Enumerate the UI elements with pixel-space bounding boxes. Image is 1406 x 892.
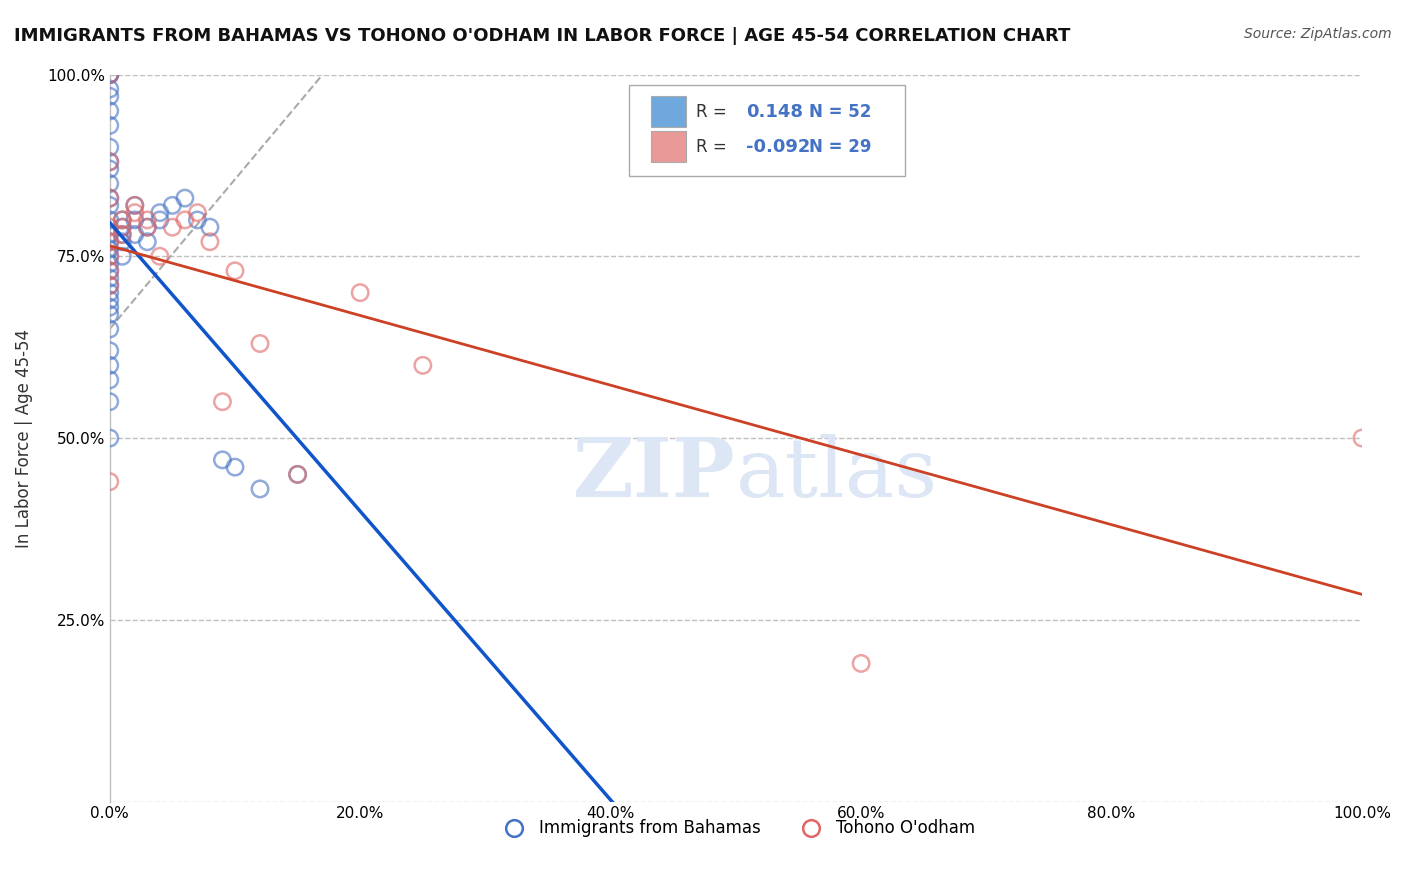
Y-axis label: In Labor Force | Age 45-54: In Labor Force | Age 45-54 (15, 328, 32, 548)
Point (98, 475, 121, 489)
Point (162, 220, 184, 235)
Point (211, 453, 233, 467)
Point (98, 198, 121, 212)
Text: N = 52: N = 52 (808, 103, 870, 121)
Text: atlas: atlas (735, 434, 938, 515)
Point (98, 293, 121, 307)
Point (198, 220, 221, 235)
Text: IMMIGRANTS FROM BAHAMAS VS TOHONO O'ODHAM IN LABOR FORCE | AGE 45-54 CORRELATION: IMMIGRANTS FROM BAHAMAS VS TOHONO O'ODHA… (14, 27, 1070, 45)
Point (149, 213, 172, 227)
Point (149, 249, 172, 263)
Point (98, 235, 121, 249)
Text: Source: ZipAtlas.com: Source: ZipAtlas.com (1244, 27, 1392, 41)
Point (412, 359, 434, 373)
Point (249, 482, 271, 496)
Point (287, 467, 309, 482)
Point (136, 213, 159, 227)
Point (98, 394, 121, 409)
Text: R =: R = (696, 103, 731, 121)
Point (111, 213, 134, 227)
Point (98, 103, 121, 118)
Point (136, 235, 159, 249)
Point (186, 205, 208, 219)
Point (98, 191, 121, 205)
Point (111, 220, 134, 235)
Point (173, 191, 195, 205)
Point (98, 89, 121, 103)
Point (186, 213, 208, 227)
Point (198, 235, 221, 249)
Point (98, 154, 121, 169)
Point (98, 322, 121, 336)
Point (98, 249, 121, 263)
Point (111, 227, 134, 242)
Point (98, 300, 121, 314)
Text: R =: R = (696, 138, 731, 156)
Point (98, 235, 121, 249)
Point (98, 285, 121, 300)
Point (849, 657, 872, 671)
Point (224, 264, 246, 278)
FancyBboxPatch shape (651, 96, 686, 127)
Point (98, 82, 121, 96)
Point (111, 249, 134, 263)
Point (98, 271, 121, 285)
Point (111, 220, 134, 235)
Point (111, 227, 134, 242)
Legend: Immigrants from Bahamas, Tohono O'odham: Immigrants from Bahamas, Tohono O'odham (491, 813, 981, 844)
Point (124, 205, 146, 219)
Point (136, 220, 159, 235)
Point (224, 460, 246, 475)
FancyBboxPatch shape (630, 86, 905, 177)
Text: N = 29: N = 29 (808, 138, 870, 156)
Point (287, 467, 309, 482)
Point (98, 256, 121, 270)
Point (98, 264, 121, 278)
Point (98, 373, 121, 387)
Point (136, 220, 159, 235)
Point (98, 359, 121, 373)
Point (98, 308, 121, 322)
Point (149, 205, 172, 219)
Point (98, 213, 121, 227)
Point (98, 68, 121, 82)
Point (98, 68, 121, 82)
Point (98, 177, 121, 191)
Point (124, 213, 146, 227)
Point (98, 68, 121, 82)
Text: ZIP: ZIP (574, 434, 735, 515)
Point (98, 278, 121, 293)
Text: 0.148: 0.148 (747, 103, 803, 121)
Point (98, 242, 121, 256)
Point (98, 191, 121, 205)
Point (211, 394, 233, 409)
Point (98, 140, 121, 154)
Point (98, 264, 121, 278)
Point (173, 213, 195, 227)
Point (98, 227, 121, 242)
Point (124, 198, 146, 212)
Point (98, 220, 121, 235)
Point (98, 431, 121, 445)
Point (111, 213, 134, 227)
FancyBboxPatch shape (651, 131, 686, 161)
Point (162, 198, 184, 212)
Point (98, 249, 121, 263)
Text: -0.092: -0.092 (747, 138, 810, 156)
Point (98, 68, 121, 82)
Point (249, 336, 271, 351)
Point (1351, 431, 1374, 445)
Point (124, 227, 146, 242)
Point (111, 235, 134, 249)
Point (98, 278, 121, 293)
Point (349, 285, 371, 300)
Point (98, 343, 121, 358)
Point (98, 119, 121, 133)
Point (98, 154, 121, 169)
Point (124, 198, 146, 212)
Point (98, 162, 121, 177)
